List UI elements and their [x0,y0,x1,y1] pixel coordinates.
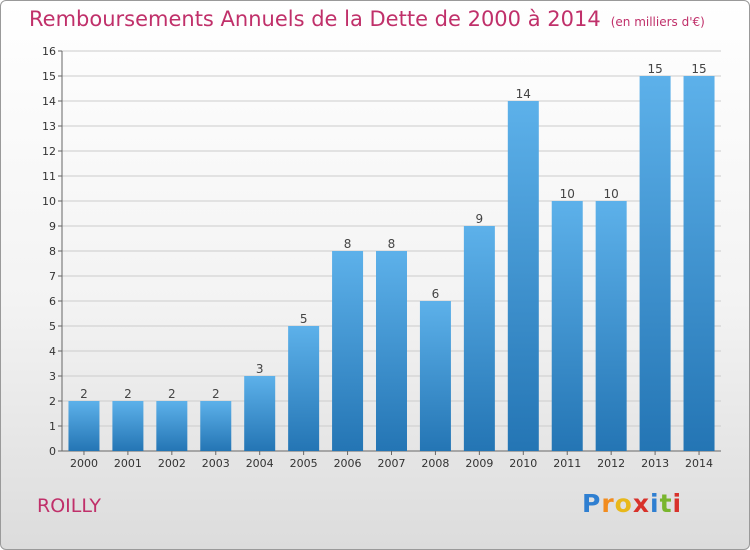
bar-2001 [112,401,144,451]
bar-2006 [332,251,364,451]
x-tick-label: 2010 [509,457,537,470]
bar-2010 [507,101,539,451]
y-tick-label: 7 [49,270,56,283]
y-tick-label: 14 [42,95,56,108]
bar-2002 [156,401,188,451]
logo-letter: t [659,489,673,518]
y-tick-label: 3 [49,370,56,383]
chart-subtitle: (en milliers d'€) [610,15,705,29]
y-tick-label: 9 [49,220,56,233]
data-label-2004: 3 [256,362,264,376]
x-tick-label: 2005 [290,457,318,470]
y-tick-label: 11 [42,170,56,183]
y-tick-label: 10 [42,195,56,208]
data-label-2007: 8 [388,237,396,251]
bar-2011 [551,201,583,451]
x-tick-label: 2008 [421,457,449,470]
x-tick-label: 2003 [202,457,230,470]
data-label-2002: 2 [168,387,176,401]
x-tick-label: 2004 [246,457,274,470]
chart-title-text: Remboursements Annuels de la Dette de 20… [29,7,601,31]
data-label-2014: 15 [691,62,706,76]
bar-2013 [639,76,671,451]
data-label-2009: 9 [476,212,484,226]
data-label-2006: 8 [344,237,352,251]
bar-2005 [288,326,320,451]
x-tick-label: 2014 [685,457,713,470]
x-tick-label: 2000 [70,457,98,470]
x-tick-label: 2006 [334,457,362,470]
y-tick-label: 13 [42,120,56,133]
bar-2009 [463,226,495,451]
logo-letter: r [601,489,615,518]
chart-title: Remboursements Annuels de la Dette de 20… [29,7,705,31]
bar-2008 [419,301,451,451]
data-label-2003: 2 [212,387,220,401]
logo-letter: P [582,489,602,518]
data-labels: 2 2 2 2 3 5 8 8 6 9 14 10 10 15 15 [80,62,707,401]
y-tick-label: 4 [49,345,56,358]
bars [68,76,715,451]
commune-name: ROILLY [37,495,102,517]
data-label-2001: 2 [124,387,132,401]
data-label-2008: 6 [432,287,440,301]
proxiti-logo[interactable]: Proxiti [582,489,682,518]
y-tick-label: 15 [42,70,56,83]
bar-2012 [595,201,627,451]
x-tick-label: 2011 [553,457,581,470]
data-label-2010: 14 [516,87,531,101]
data-label-2012: 10 [604,187,619,201]
logo-letter: o [614,489,633,518]
x-tick-label: 2002 [158,457,186,470]
y-tick-label: 8 [49,245,56,258]
logo-letter: i [650,489,660,518]
y-tick-label: 0 [49,445,56,458]
x-tick-label: 2007 [378,457,406,470]
x-tick-label: 2001 [114,457,142,470]
bar-2000 [68,401,100,451]
data-label-2005: 5 [300,312,308,326]
y-tick-label: 6 [49,295,56,308]
x-tick-label: 2012 [597,457,625,470]
y-tick-label: 16 [42,45,56,58]
logo-letter: i [672,489,683,518]
data-label-2000: 2 [80,387,88,401]
y-tick-label: 2 [49,395,56,408]
x-tick-label: 2009 [465,457,493,470]
data-label-2013: 15 [647,62,662,76]
bar-2007 [376,251,407,451]
bar-2004 [244,376,276,451]
y-tick-label: 1 [49,420,56,433]
x-tick-label: 2013 [641,457,669,470]
y-tick-label: 5 [49,320,56,333]
y-tick-label: 12 [42,145,56,158]
logo-letter: x [632,489,650,518]
bar-2003 [200,401,232,451]
bar-2014 [683,76,715,451]
data-label-2011: 10 [560,187,575,201]
